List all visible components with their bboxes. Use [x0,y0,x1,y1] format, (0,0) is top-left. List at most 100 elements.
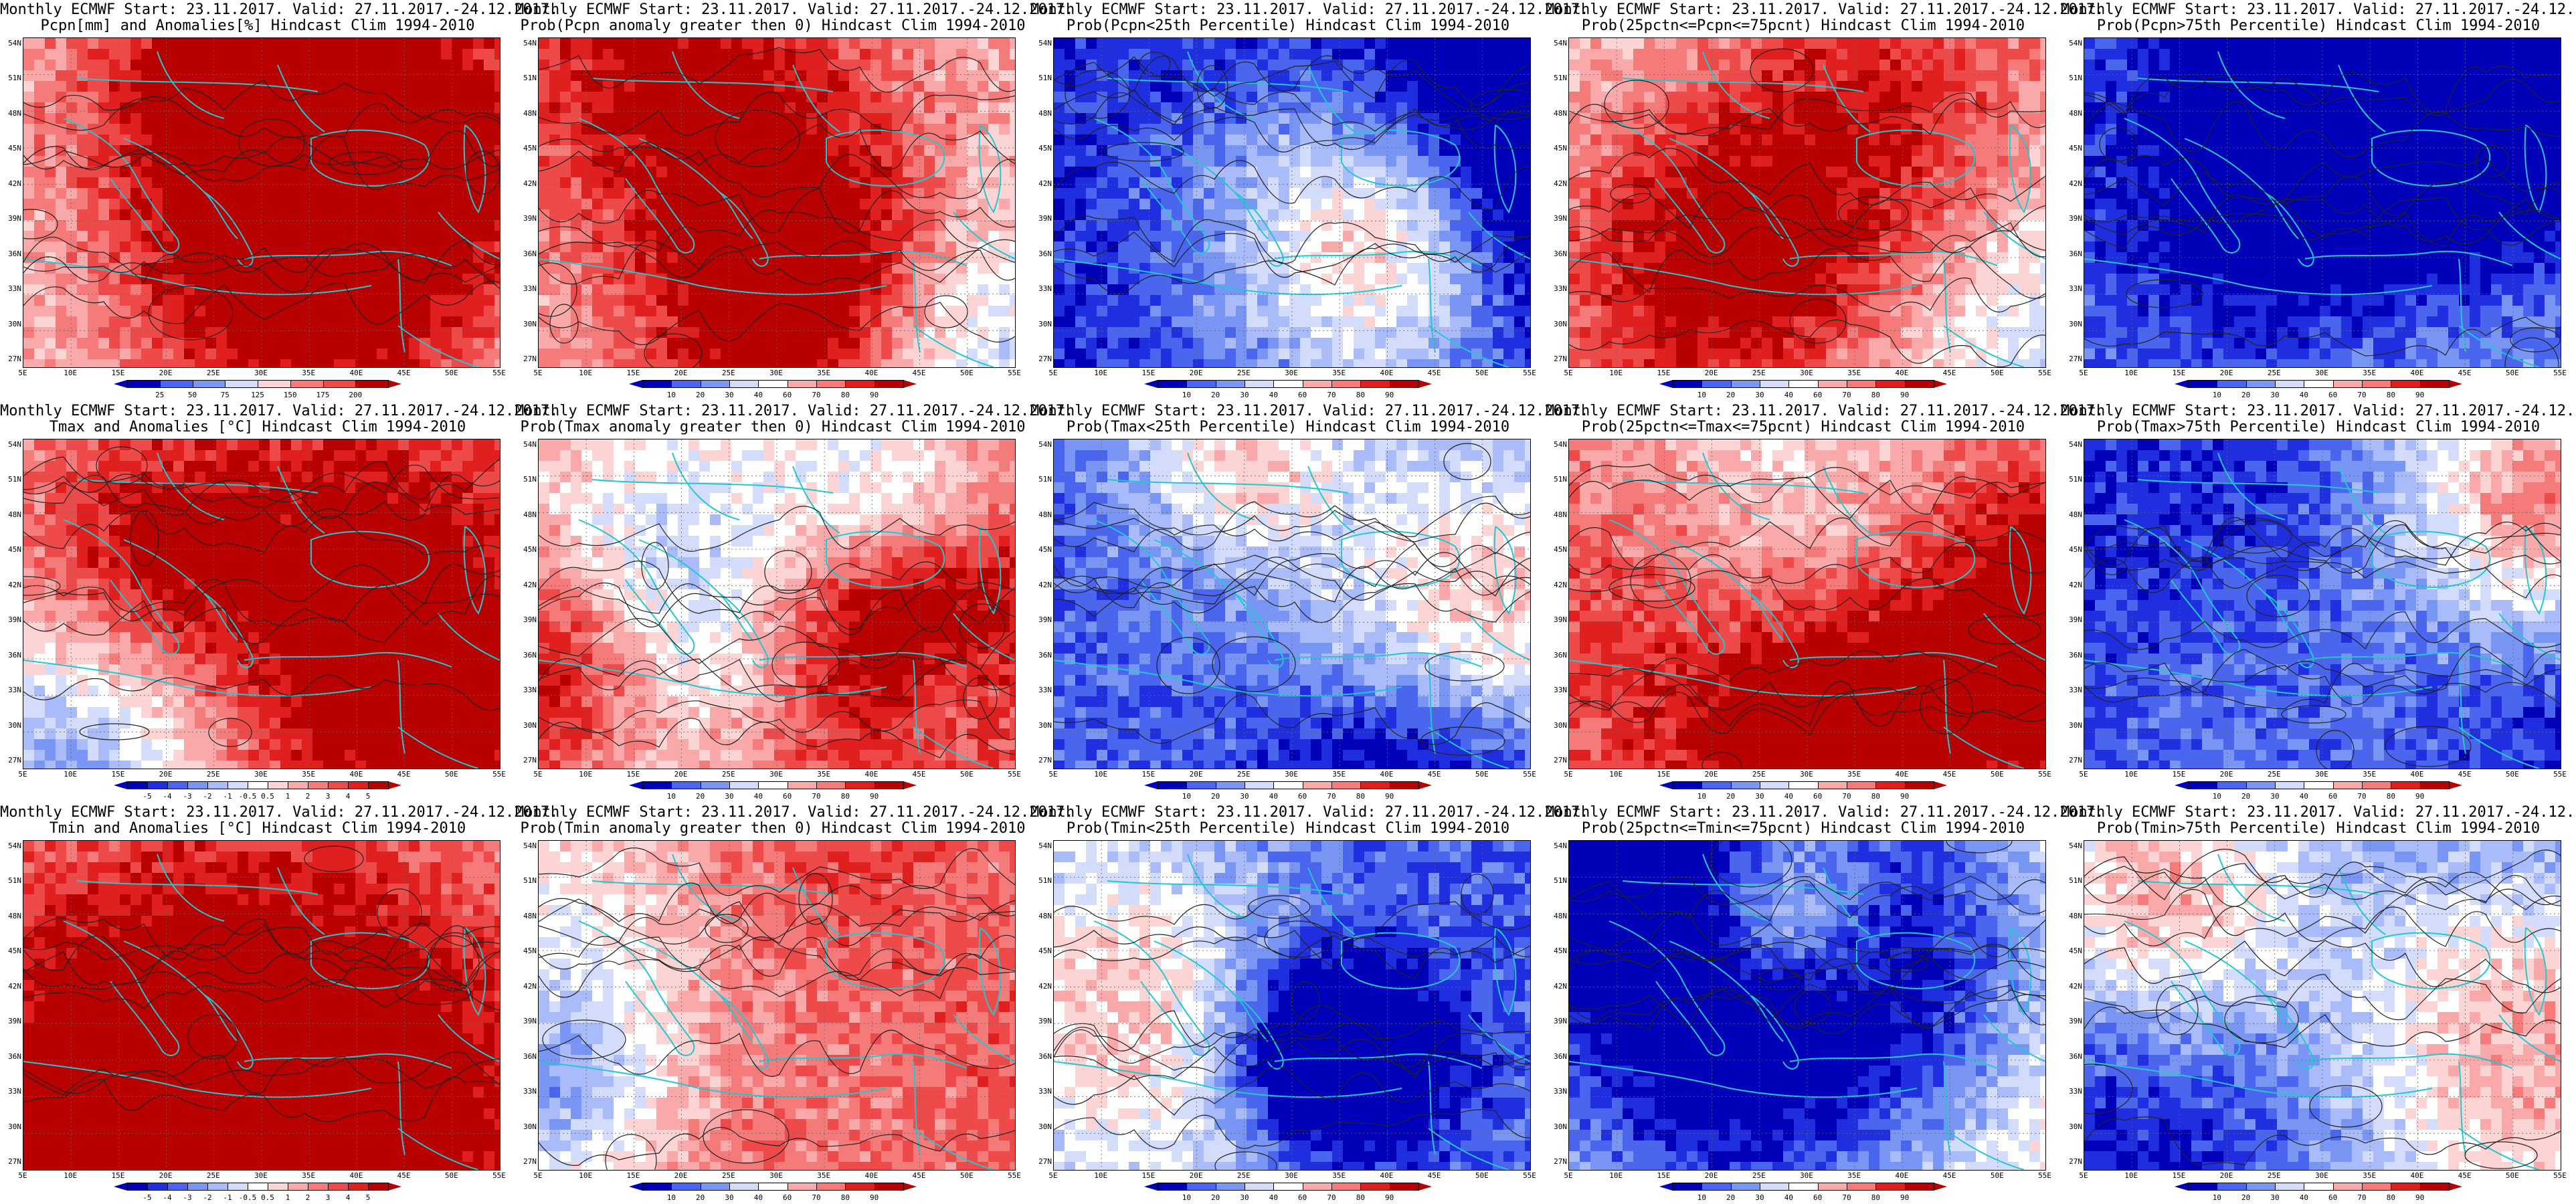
colorbar-tick-label: 20 [1211,391,1220,399]
colorbar-tick-label: 60 [1813,391,1822,399]
longitude-label: 45E [1428,770,1441,779]
forecast-map-panel: Monthly ECMWF Start: 23.11.2017. Valid: … [515,0,1073,401]
longitude-label: 45E [397,1171,411,1180]
latitude-label: 51N [1032,74,1052,82]
colorbar-swatch [787,781,817,789]
longitude-label: 30E [254,770,268,779]
colorbar-tick-label: -2 [203,1193,211,1202]
colorbar-tick-label: 10 [1182,1193,1191,1202]
panel-title-line1: Monthly ECMWF Start: 23.11.2017. Valid: … [2061,804,2576,821]
longitude-label: 40E [864,1171,878,1180]
longitude-label: 35E [1847,770,1861,779]
colorbar-right-arrow [1418,781,1432,789]
colorbar-swatch [1331,380,1362,388]
panel-title-line2: Tmax and Anomalies [°C] Hindcast Clim 19… [0,419,515,436]
longitude-label: 45E [397,770,411,779]
colorbar-tick-label: 10 [667,391,676,399]
colorbar-swatch [227,1183,248,1191]
longitude-label: 50E [1991,369,2004,377]
graticule [2084,841,2561,1170]
longitude-label: 30E [2315,770,2328,779]
longitude-label: 15E [2172,369,2185,377]
latitude-label: 27N [1032,1157,1052,1166]
map-plot-area [2084,37,2561,368]
latitude-label: 54N [2062,39,2082,47]
anomaly-shading [1054,841,1530,1170]
longitude-label: 30E [254,369,268,377]
isoline-overlay [1569,48,2045,367]
colorbar-tick-label: 150 [284,391,297,399]
colorbar-swatch [2304,781,2334,789]
colorbar-right-arrow [388,781,401,789]
graticule [539,38,1015,367]
latitude-label: 51N [2062,475,2082,484]
longitude-label: 50E [2506,1171,2519,1180]
longitude-label: 30E [254,1171,268,1180]
graticule [23,38,500,367]
isoline-overlay [1569,841,2045,1034]
latitude-label: 27N [1,756,21,765]
latitude-label: 30N [517,721,537,730]
latitude-label: 54N [2062,440,2082,449]
anomaly-shading [1569,439,2045,769]
colorbar-swatch [2304,380,2334,388]
longitude-label: 55E [2038,1171,2051,1180]
colorbar-swatch [1817,1183,1847,1191]
colorbar-tick-label: 70 [2357,792,2366,801]
map-plot-area [1568,840,2046,1171]
forecast-map-panel: Monthly ECMWF Start: 23.11.2017. Valid: … [515,803,1073,1204]
colorbar-tick-label: 60 [1813,792,1822,801]
longitude-label: 55E [492,369,506,377]
graticule [23,841,500,1170]
colorbar-tick-label: 40 [1269,391,1278,399]
colorbar-left-arrow [2175,380,2188,388]
longitude-label: 25E [207,1171,220,1180]
longitude-label: 10E [1609,770,1623,779]
colorbar-swatch [1673,781,1703,789]
longitude-label: 15E [626,770,640,779]
longitude-label: 35E [1847,1171,1861,1180]
colorbar-swatch [874,781,904,789]
latitude-label: 48N [1,912,21,920]
graticule [539,841,1015,1170]
isoline-overlay [23,446,500,747]
colorbar-tick-label: 40 [1784,792,1793,801]
colorbar-tick-label: -3 [183,1193,191,1202]
colorbar-tick-label: 70 [1327,1193,1336,1202]
latitude-label: 45N [517,144,537,153]
colorbar-swatch [1215,380,1245,388]
colorbar-right-arrow [388,380,401,388]
colorbar-swatch [1673,380,1703,388]
colorbar-tick-label: 1 [286,792,290,801]
latitude-label: 45N [1,144,21,153]
latitude-label: 36N [1,1052,21,1061]
colorbar-tick-label: 30 [1755,792,1764,801]
longitude-label: 25E [207,770,220,779]
latitude-label: 51N [1547,876,1567,885]
panel-title-line2: Prob(Pcpn anomaly greater then 0) Hindca… [515,17,1030,35]
colorbar-tick-label: 90 [1900,391,1909,399]
latitude-label: 36N [517,1052,537,1061]
coastline-overlay [1054,854,1530,1170]
longitude-label: 25E [1237,770,1251,779]
latitude-label: 39N [517,214,537,223]
latitude-label: 39N [1032,1017,1052,1025]
longitude-label: 10E [1609,369,1623,377]
longitude-label: 50E [1475,770,1489,779]
panel-title-line1: Monthly ECMWF Start: 23.11.2017. Valid: … [1546,403,2104,420]
colorbar-tick-label: -2 [203,792,211,801]
colorbar: 10 20 30 40 60 70 80 90 [2175,380,2462,399]
longitude-label: 35E [817,369,830,377]
panel-title-line2: Prob(Tmax>75th Percentile) Hindcast Clim… [2061,419,2576,436]
latitude-label: 48N [2062,912,2082,920]
colorbar-tick-label: 2 [306,792,310,801]
latitude-label: 39N [2062,214,2082,223]
latitude-label: 33N [1547,686,1567,694]
colorbar-tick-label: 5 [366,1193,371,1202]
latitude-label: 42N [1547,581,1567,589]
colorbar-tick-label: 20 [1726,391,1735,399]
colorbar-right-arrow [903,1183,917,1191]
map-svg [23,841,500,1170]
longitude-label: 15E [111,1171,124,1180]
colorbar-swatch [258,380,291,388]
